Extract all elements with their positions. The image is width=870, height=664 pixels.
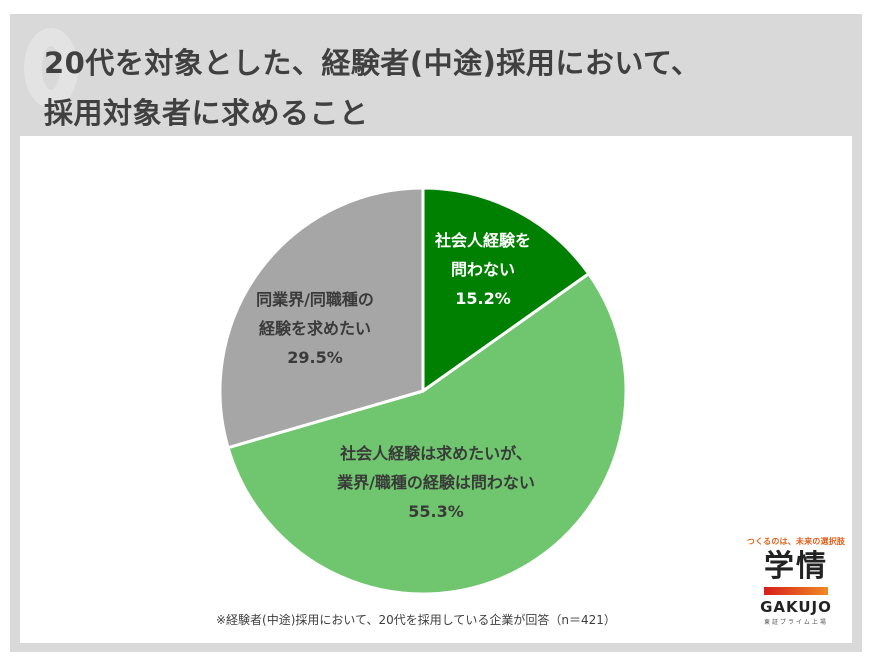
slide-frame: 20代を対象とした、経験者(中途)採用において、 採用対象者に求めること 社会人…	[10, 14, 862, 652]
chart-title: 20代を対象とした、経験者(中途)採用において、 採用対象者に求めること	[44, 38, 701, 138]
title-line-1: 20代を対象とした、経験者(中途)採用において、	[44, 46, 701, 80]
survey-footnote: ※経験者(中途)採用において、20代を採用している企業が回答（n＝421）	[216, 613, 616, 627]
logo-kanji: 学情	[764, 549, 828, 584]
logo-subtitle: 東証プライム上場	[764, 619, 828, 626]
chart-panel: 社会人経験を 問わない 15.2% 社会人経験は求めたいが、 業界/職種の経験は…	[20, 136, 852, 643]
gakujo-logo: つくるのは、未来の選択肢 学情 GAKUJO 東証プライム上場	[740, 536, 852, 626]
slice-label-same-industry-experience: 同業界/同職種の 経験を求めたい 29.5%	[256, 290, 374, 367]
pie-slices	[218, 186, 628, 596]
slice-label-no-experience-required: 社会人経験を 問わない 15.2%	[434, 231, 531, 308]
slice-work-experience-only	[226, 272, 628, 596]
pie-chart	[218, 186, 628, 596]
slice-same-industry-experience	[218, 186, 425, 450]
logo-tagline: つくるのは、未来の選択肢	[746, 537, 846, 546]
slice-label-work-experience-only: 社会人経験は求めたいが、 業界/職種の経験は問わない 55.3%	[337, 444, 535, 521]
title-line-2: 採用対象者に求めること	[44, 96, 369, 130]
logo-gradient-bar	[764, 587, 828, 595]
slice-no-experience-required	[421, 186, 591, 393]
logo-english: GAKUJO	[760, 598, 832, 616]
